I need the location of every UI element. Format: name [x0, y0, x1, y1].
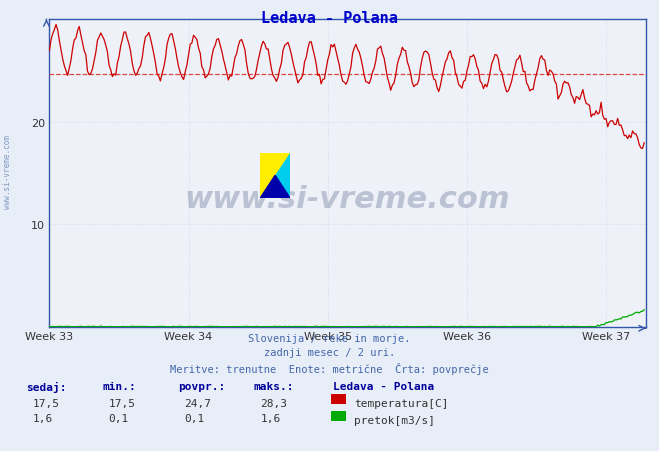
Text: temperatura[C]: temperatura[C] — [354, 398, 448, 408]
Polygon shape — [260, 153, 290, 198]
Text: zadnji mesec / 2 uri.: zadnji mesec / 2 uri. — [264, 348, 395, 358]
Polygon shape — [260, 176, 290, 198]
Text: Meritve: trenutne  Enote: metrične  Črta: povprečje: Meritve: trenutne Enote: metrične Črta: … — [170, 363, 489, 375]
Text: Slovenija / reke in morje.: Slovenija / reke in morje. — [248, 333, 411, 343]
Text: 0,1: 0,1 — [185, 414, 205, 423]
Text: www.si-vreme.com: www.si-vreme.com — [185, 185, 511, 214]
Text: 1,6: 1,6 — [33, 414, 53, 423]
Text: min.:: min.: — [102, 381, 136, 391]
Text: sedaj:: sedaj: — [26, 381, 67, 392]
Text: Ledava - Polana: Ledava - Polana — [333, 381, 434, 391]
Text: 17,5: 17,5 — [109, 398, 136, 408]
Text: www.si-vreme.com: www.si-vreme.com — [3, 134, 13, 208]
Text: 24,7: 24,7 — [185, 398, 212, 408]
Text: maks.:: maks.: — [254, 381, 294, 391]
Text: 17,5: 17,5 — [33, 398, 60, 408]
Text: Ledava - Polana: Ledava - Polana — [261, 11, 398, 26]
Text: 28,3: 28,3 — [260, 398, 287, 408]
Text: 1,6: 1,6 — [260, 414, 281, 423]
Text: povpr.:: povpr.: — [178, 381, 225, 391]
Text: 0,1: 0,1 — [109, 414, 129, 423]
Text: pretok[m3/s]: pretok[m3/s] — [354, 415, 435, 425]
